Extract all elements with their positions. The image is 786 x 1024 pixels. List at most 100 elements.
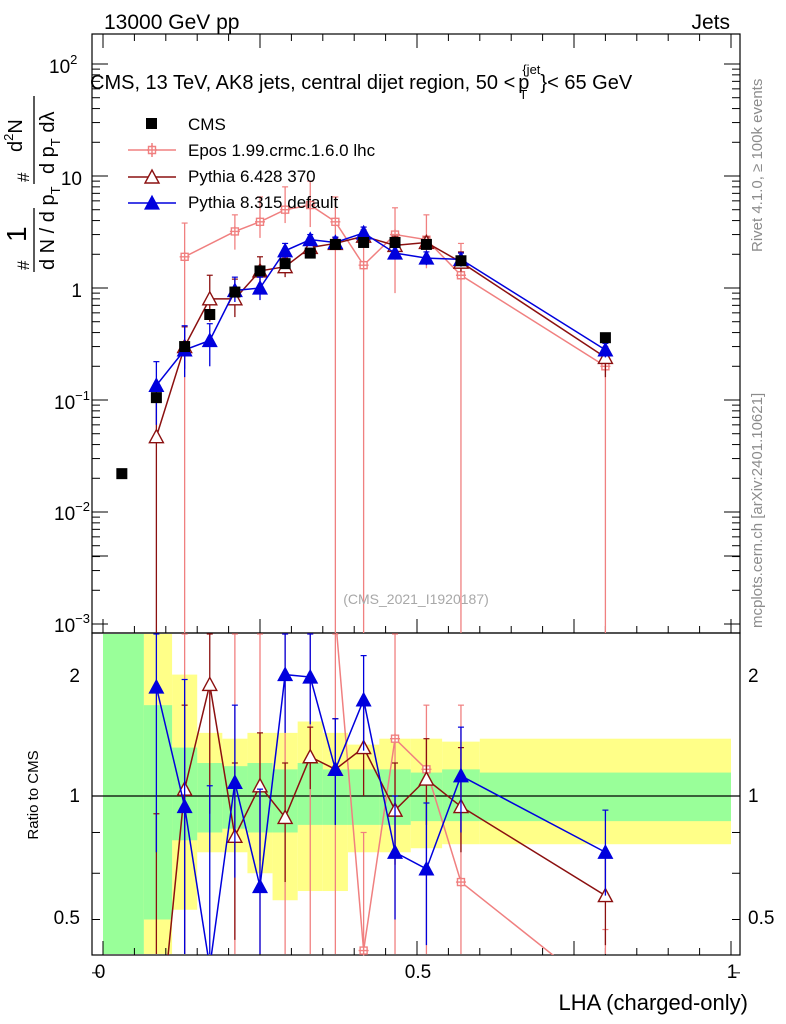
ratio-point-pythia-8-315-default — [327, 761, 344, 776]
ratio-series — [148, 633, 614, 956]
legend-marker-pythia6 — [143, 168, 161, 184]
line-pythia-8-315-default — [155, 232, 606, 386]
x-tick-0.5: 0.5 — [405, 962, 431, 983]
point-pythia-6-428-370 — [148, 428, 165, 444]
ratio-tick-0.5-right: 0.5 — [748, 908, 774, 929]
svg-text:1: 1 — [1, 226, 32, 242]
y-tick-100: 102 — [49, 52, 77, 78]
lower-y-tick-labels: 0.5 1 2 0.5 1 2 — [54, 666, 775, 929]
point-cms — [329, 238, 341, 250]
point-cms — [150, 392, 162, 404]
point-pythia-8-315-default — [302, 231, 319, 247]
svg-text:#: # — [14, 260, 33, 270]
ratio-series-pythia-8-315-default — [148, 633, 614, 955]
svg-text:#: # — [14, 172, 33, 182]
point-epos-1-99-crmc-1-6-0-lhc — [229, 226, 240, 237]
point-pythia-8-315-default — [201, 332, 218, 348]
ratio-point-epos-1-99-crmc-1-6-0-lhc — [358, 945, 369, 956]
x-tick-0: 0 — [95, 962, 106, 983]
svg-text:d2N: d2N — [1, 119, 27, 152]
ratio-point-pythia-6-428-370 — [201, 676, 218, 692]
legend-label-pythia8: Pythia 8.315 default — [188, 193, 339, 212]
ratio-point-pythia-8-315-default — [277, 666, 294, 682]
y-tick-1e-2: 10−2 — [54, 499, 90, 525]
upper-y-axis-title: # 1 d N / d pT # d2N d pT dλ — [1, 96, 63, 272]
ratio-tick-1-right: 1 — [748, 786, 759, 807]
point-cms — [179, 341, 191, 353]
point-epos-1-99-crmc-1-6-0-lhc — [255, 216, 265, 227]
legend-marker-epos — [147, 145, 157, 155]
y-tick-1e-3: 10−3 — [54, 611, 90, 637]
ratio-point-pythia-6-428-370 — [302, 748, 319, 764]
legend: CMS Epos 1.99.crmc.1.6.0 lhc Pythia 6.42… — [128, 115, 376, 212]
ratio-axis-title: Ratio to CMS — [25, 750, 42, 839]
point-pythia-8-315-default — [597, 341, 614, 357]
legend-entry-pythia8: Pythia 8.315 default — [128, 193, 339, 212]
plot-title: CMS, 13 TeV, AK8 jets, central dijet reg… — [90, 62, 633, 102]
band-green-1 — [143, 705, 173, 920]
line-pythia-6-428-370 — [155, 235, 606, 437]
svg-text:d pT dλ: d pT dλ — [37, 112, 63, 174]
ratio-tick-1-left: 1 — [69, 786, 80, 807]
x-tick-1: 1 — [727, 962, 738, 983]
point-pythia-6-428-370 — [201, 290, 218, 306]
ratio-tick-2-left: 2 — [69, 666, 80, 687]
ratio-line-pythia-6-428-370 — [167, 684, 606, 955]
ratio-point-epos-1-99-crmc-1-6-0-lhc — [390, 733, 401, 744]
point-epos-1-99-crmc-1-6-0-lhc — [179, 251, 190, 262]
ratio-tick-2-right: 2 — [748, 666, 759, 687]
ratio-panel-frame — [91, 632, 741, 956]
analysis-watermark: (CMS_2021_I1920187) — [343, 591, 489, 607]
svg-text:d N / d pT: d N / d pT — [37, 186, 63, 270]
point-pythia-8-315-default — [418, 249, 435, 265]
x-tick-labels: 0 0.5 1 — [95, 962, 738, 983]
point-pythia-8-315-default — [251, 279, 269, 295]
ratio-point-pythia-8-315-default — [387, 844, 404, 859]
ratio-point-epos-1-99-crmc-1-6-0-lhc — [455, 877, 466, 888]
legend-entry-pythia6: Pythia 6.428 370 — [128, 167, 316, 186]
series-pythia-6-428-370 — [148, 227, 614, 633]
point-cms — [389, 236, 401, 248]
series-pythia-8-315-default — [148, 224, 614, 425]
x-axis-title: LHA (charged-only) — [558, 990, 748, 1015]
legend-label-epos: Epos 1.99.crmc.1.6.0 lhc — [188, 141, 376, 160]
energy-label: 13000 GeV pp — [104, 11, 239, 34]
point-cms — [455, 255, 467, 267]
y-tick-1: 1 — [71, 281, 82, 302]
y-tick-10: 10 — [61, 169, 82, 190]
legend-marker-cms — [146, 118, 157, 129]
point-cms — [304, 247, 316, 259]
point-epos-1-99-crmc-1-6-0-lhc — [280, 204, 291, 215]
point-cms — [599, 332, 611, 344]
point-cms — [116, 468, 128, 480]
legend-entry-cms: CMS — [146, 115, 226, 134]
ratio-point-pythia-8-315-default — [251, 878, 269, 894]
category-label: Jets — [691, 11, 730, 34]
series-epos-1-99-crmc-1-6-0-lhc — [179, 180, 611, 633]
ratio-point-pythia-8-315-default — [148, 678, 165, 694]
upper-series — [116, 180, 614, 633]
point-epos-1-99-crmc-1-6-0-lhc — [455, 270, 466, 281]
ratio-uncertainty-bands — [103, 634, 731, 954]
legend-marker-pythia8 — [143, 194, 161, 210]
site-label: mcplots.cern.ch [arXiv:2401.10621] — [749, 393, 766, 628]
ratio-point-pythia-6-428-370 — [418, 770, 435, 786]
ratio-point-pythia-8-315-default — [597, 844, 614, 859]
point-cms — [279, 258, 291, 270]
point-epos-1-99-crmc-1-6-0-lhc — [305, 200, 316, 211]
ratio-point-pythia-8-315-default — [418, 860, 435, 876]
legend-label-cms: CMS — [188, 115, 226, 134]
ratio-point-pythia-8-315-default — [452, 767, 469, 783]
series-cms — [116, 236, 611, 480]
point-pythia-8-315-default — [148, 377, 165, 393]
ratio-point-pythia-8-315-default — [226, 774, 243, 790]
point-epos-1-99-crmc-1-6-0-lhc — [330, 216, 341, 227]
point-cms — [358, 236, 370, 248]
ratio-point-pythia-8-315-default — [302, 668, 319, 684]
legend-label-pythia6: Pythia 6.428 370 — [188, 167, 316, 186]
axis-ticks — [92, 34, 740, 974]
point-cms — [204, 308, 216, 320]
ratio-point-pythia-8-315-default — [355, 691, 372, 707]
y-tick-1e-1: 10−1 — [54, 388, 90, 414]
